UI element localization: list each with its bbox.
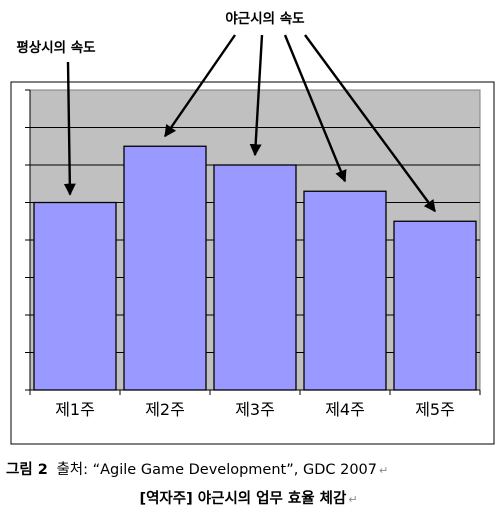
category-label: 제5주 [415, 400, 455, 419]
bars [33, 145, 477, 391]
annotations: 평상시의 속도 야근시의 속도 [16, 10, 436, 213]
category-labels: 제1주 제2주 제3주 제4주 제5주 [55, 400, 455, 419]
category-label: 제3주 [235, 400, 275, 419]
category-label: 제2주 [145, 400, 185, 419]
annotation-arrow [63, 61, 76, 196]
figure-number: 그림 2 [6, 462, 48, 478]
bar-1 [33, 201, 117, 391]
annotation-label: 야근시의 속도 [225, 10, 305, 27]
bar-2 [123, 145, 207, 391]
return-mark-icon: ↵ [379, 464, 389, 477]
annotation-arrow [283, 34, 347, 183]
figure-subtitle: [역자주] 야근시의 업무 효율 체감 [139, 491, 347, 507]
bar-4 [303, 190, 387, 391]
bar-chart: 제1주 제2주 제3주 제4주 제5주 평상시의 속도 야근시의 속도 [10, 10, 495, 445]
bar-5 [393, 220, 477, 391]
return-mark-icon: ↵ [348, 493, 358, 506]
figure-subtitle-line: [역자주] 야근시의 업무 효율 체감 ↵ [0, 487, 497, 508]
figure-caption: 그림 2 출처: “Agile Game Development”, GDC 2… [6, 458, 494, 479]
figure-source: 출처: “Agile Game Development”, GDC 2007 [56, 462, 377, 478]
category-label: 제4주 [325, 400, 365, 419]
category-label: 제1주 [55, 400, 95, 419]
annotation-label: 평상시의 속도 [16, 39, 96, 56]
bar-3 [213, 164, 297, 391]
annotation-arrow [249, 34, 264, 157]
annotation-arrow [304, 34, 436, 213]
annotation-arrow [164, 34, 236, 138]
